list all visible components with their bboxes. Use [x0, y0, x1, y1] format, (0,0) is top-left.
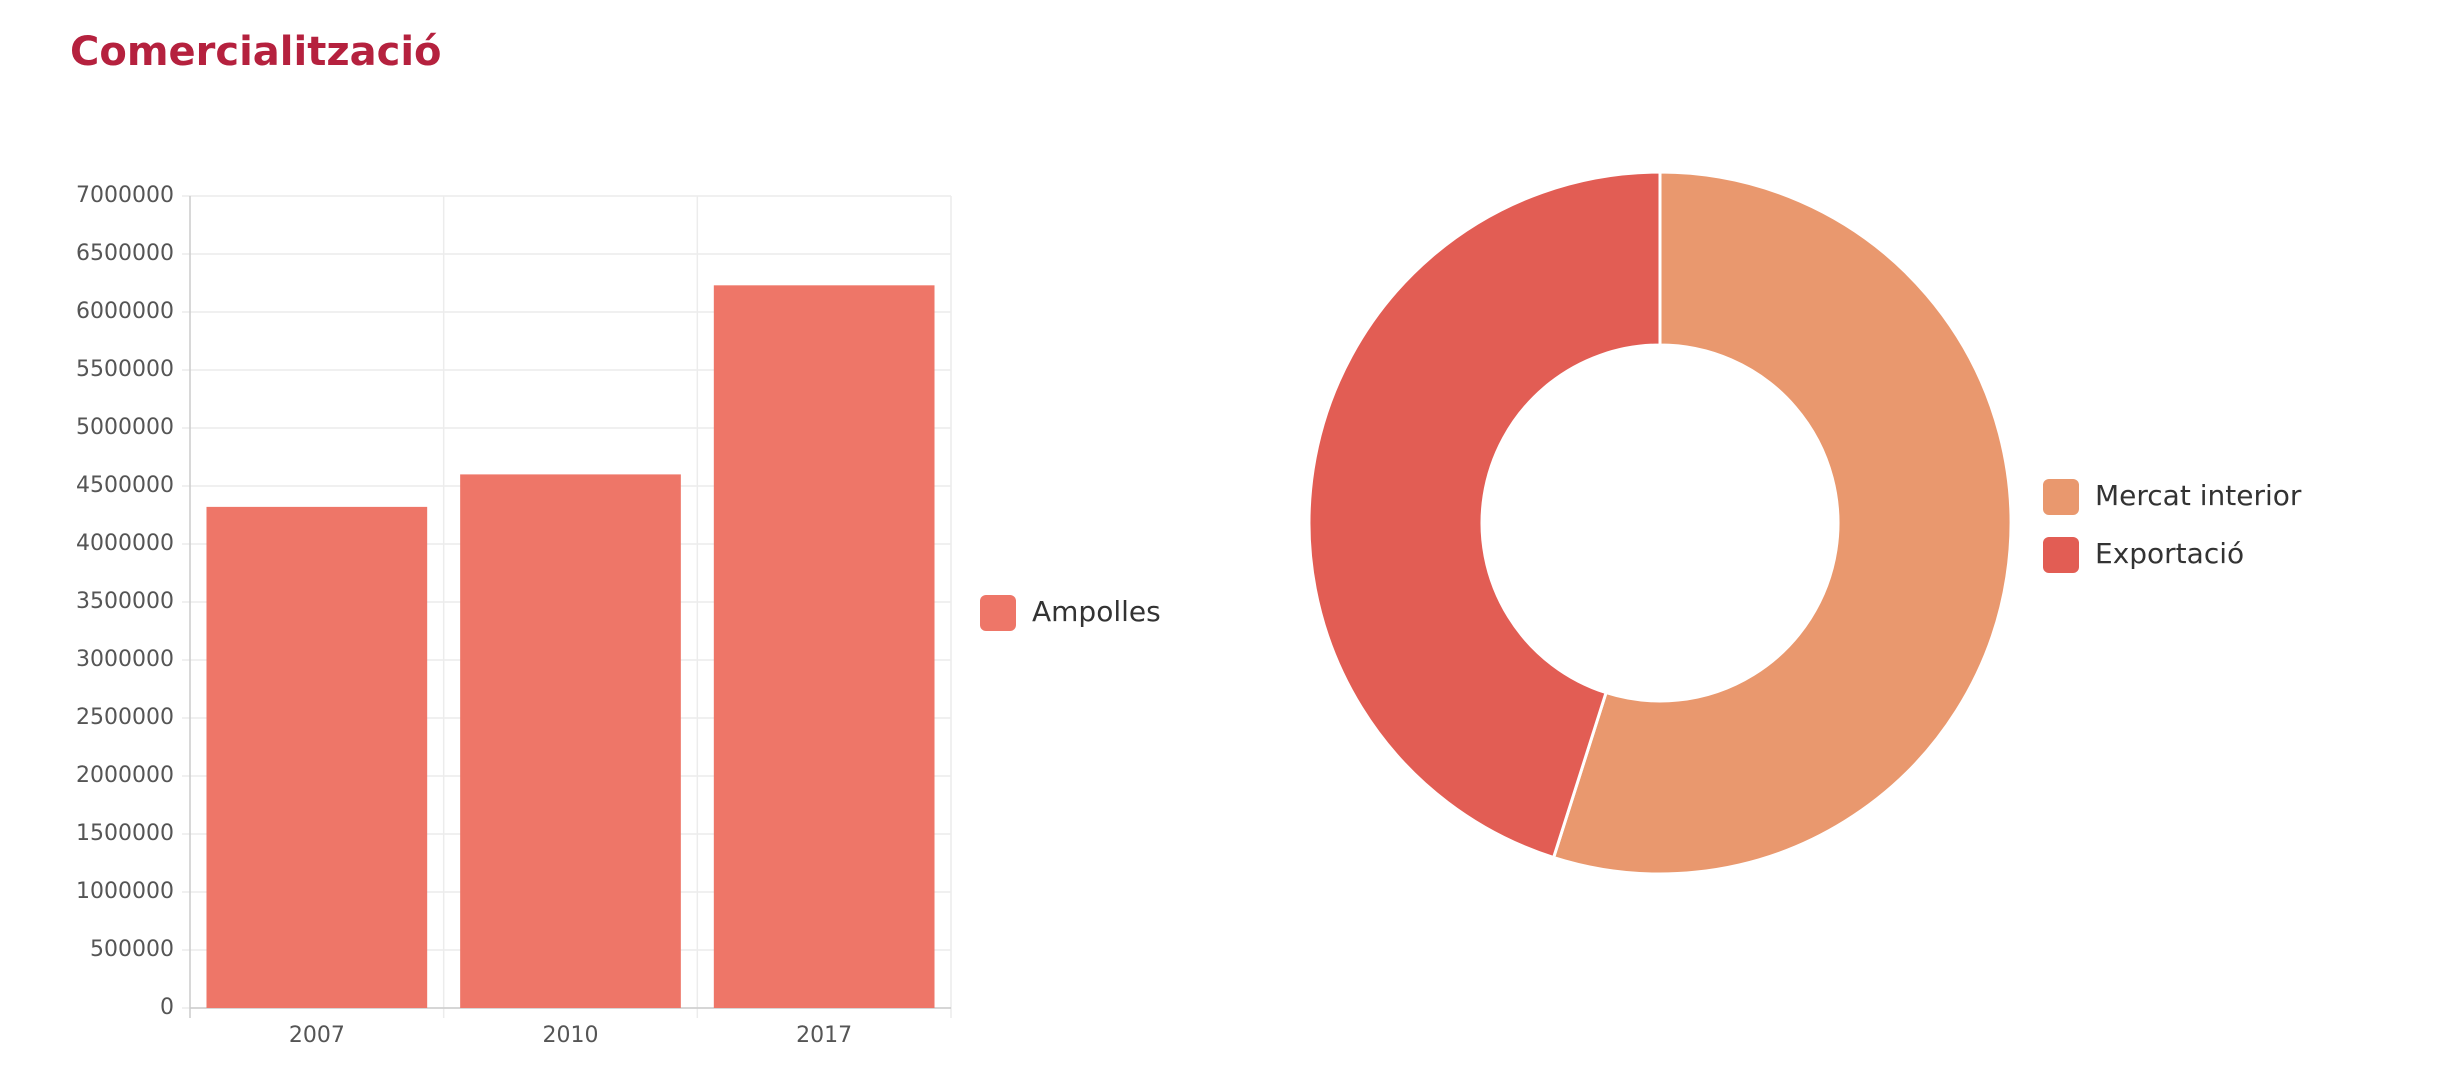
y-tick-label: 1000000: [76, 879, 174, 904]
y-tick-label: 5500000: [76, 357, 174, 382]
y-tick-label: 0: [160, 995, 174, 1020]
legend-label: Ampolles: [1032, 595, 1161, 628]
y-tick-label: 6500000: [76, 241, 174, 266]
y-tick-label: 6000000: [76, 299, 174, 324]
bar: [206, 506, 428, 1008]
y-tick-label: 5000000: [76, 415, 174, 440]
legend-swatch: [980, 595, 1016, 631]
doughnut-slice: [1307, 170, 1662, 860]
legend-swatch: [2043, 537, 2079, 573]
bar: [460, 474, 681, 1008]
y-tick-label: 500000: [90, 937, 174, 962]
x-tick-label: 2017: [796, 1023, 852, 1048]
legend-label: Mercat interior: [2095, 479, 2302, 512]
x-tick-label: 2010: [543, 1023, 599, 1048]
y-tick-label: 4500000: [76, 473, 174, 498]
page-title: Comercialització: [70, 29, 442, 75]
y-tick-label: 1500000: [76, 821, 174, 846]
x-tick-label: 2007: [289, 1023, 345, 1048]
y-tick-label: 3000000: [76, 647, 174, 672]
y-tick-label: 4000000: [76, 531, 174, 556]
doughnut-slice: [1551, 170, 2013, 876]
y-tick-label: 7000000: [76, 183, 174, 208]
y-tick-label: 2500000: [76, 705, 174, 730]
legend-label: Exportació: [2095, 537, 2244, 570]
y-tick-label: 3500000: [76, 589, 174, 614]
legend-swatch: [2043, 479, 2079, 515]
bar: [713, 285, 935, 1008]
y-tick-label: 2000000: [76, 763, 174, 788]
